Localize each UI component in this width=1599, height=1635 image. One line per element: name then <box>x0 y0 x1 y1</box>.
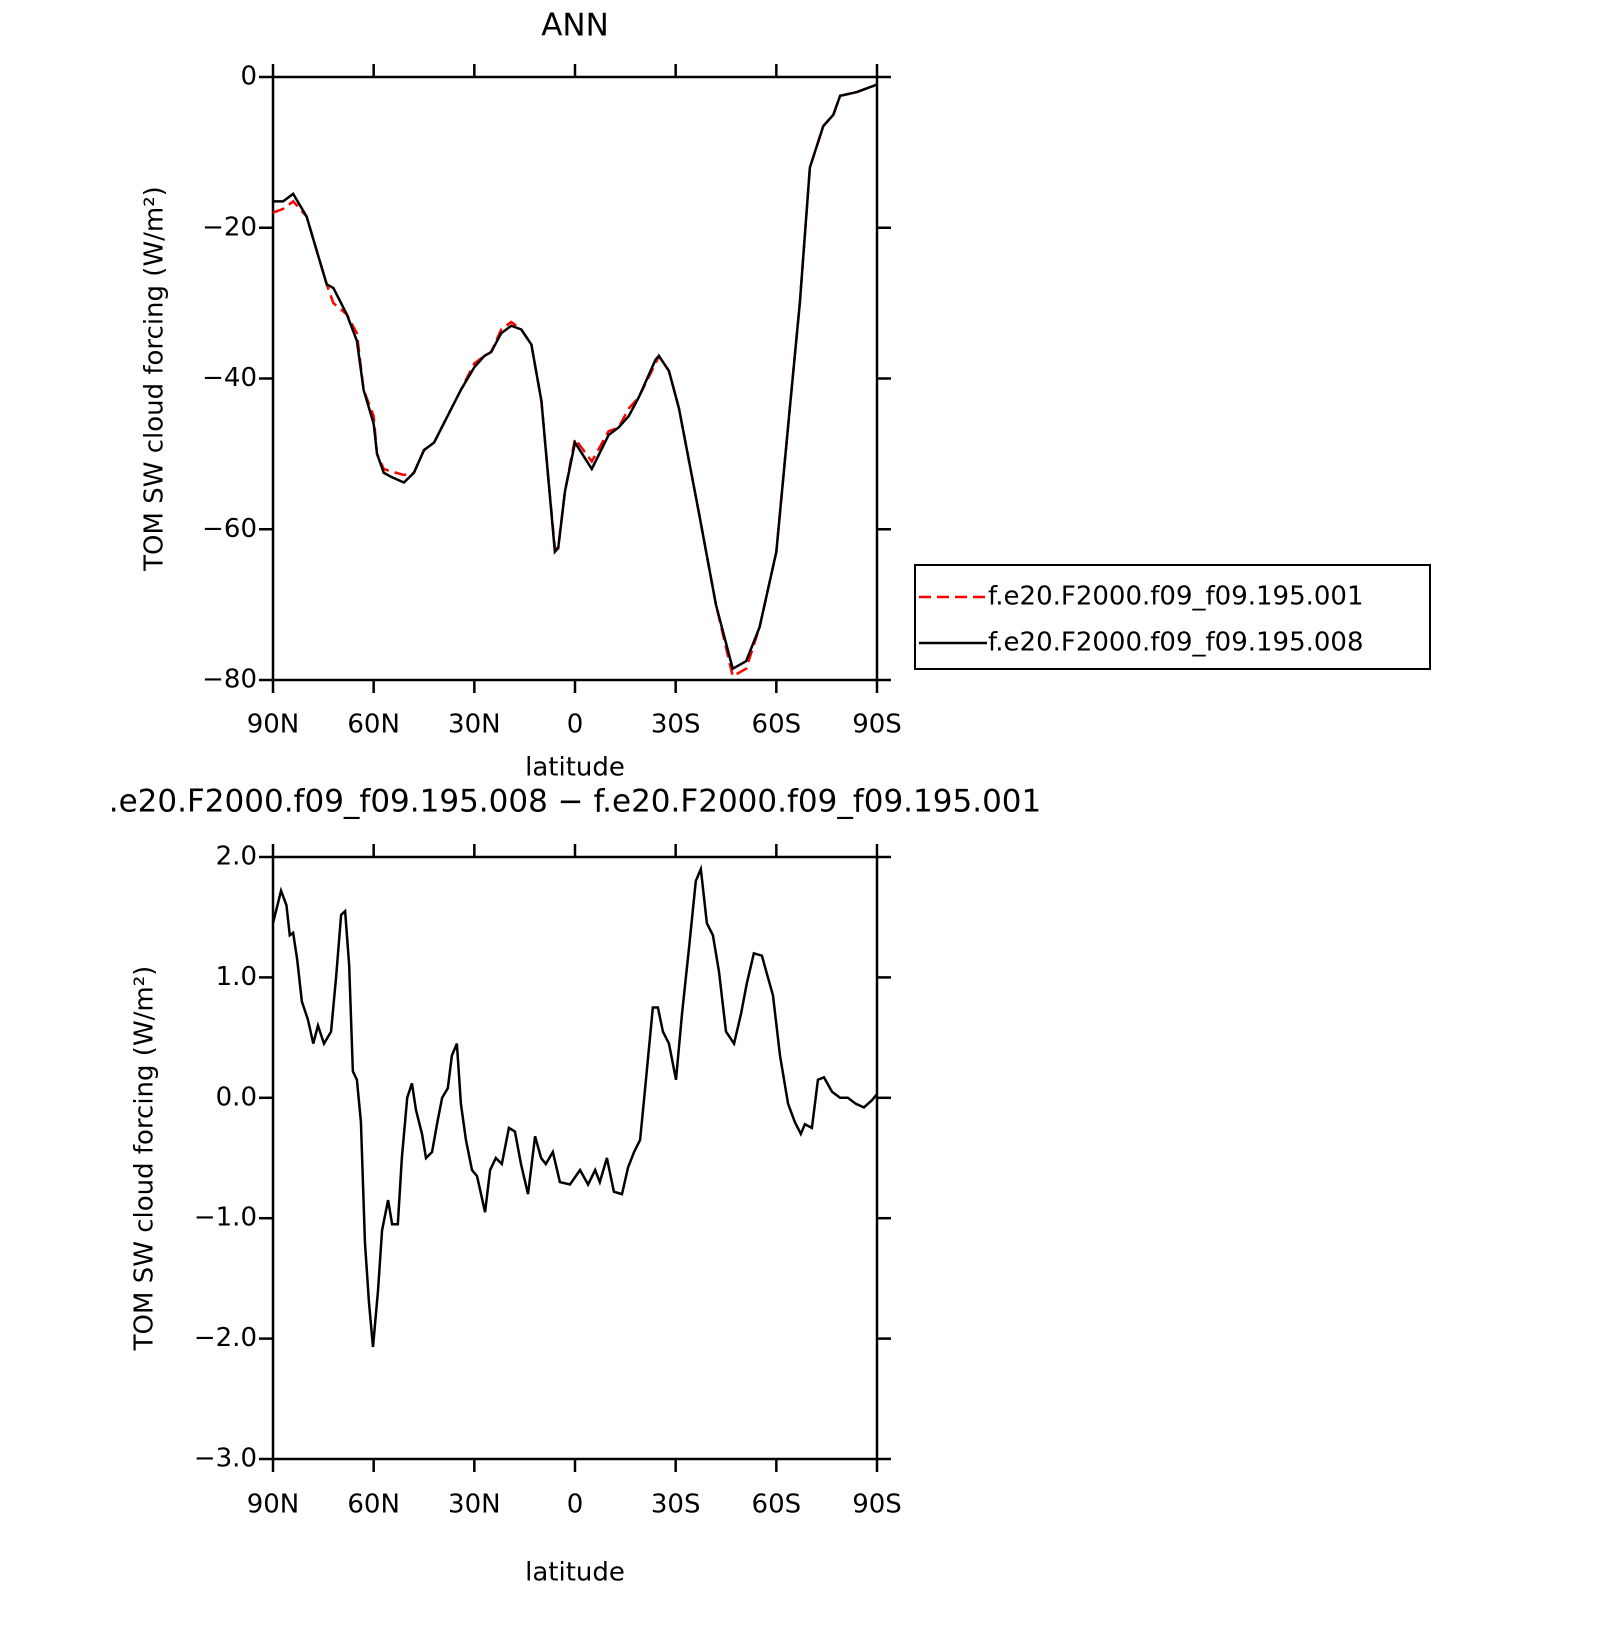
x-tick-label: 0 <box>567 1490 584 1520</box>
x-axis-label: latitude <box>525 1558 625 1588</box>
y-tick-label: −60 <box>202 514 257 544</box>
x-tick-label: 90S <box>852 710 902 740</box>
series-line <box>272 83 878 679</box>
series-line <box>273 83 878 671</box>
legend-label: f.e20.F2000.f09_f09.195.008 <box>988 628 1364 658</box>
y-axis-label: TOM SW cloud forcing (W/m²) <box>130 966 160 1352</box>
x-tick-label: 60S <box>752 1490 802 1520</box>
legend-label: f.e20.F2000.f09_f09.195.001 <box>988 582 1364 612</box>
plot-frame <box>271 75 879 682</box>
y-tick-label: −40 <box>202 363 257 393</box>
y-tick-label: −3.0 <box>194 1444 257 1474</box>
x-axis-label: latitude <box>525 753 625 783</box>
x-tick-label: 60N <box>347 710 400 740</box>
legend-box <box>914 564 1431 670</box>
x-tick-label: 90N <box>247 710 300 740</box>
x-tick-label: 60N <box>347 1490 400 1520</box>
x-tick-label: 30S <box>651 710 701 740</box>
x-tick-label: 30N <box>448 1490 501 1520</box>
x-tick-label: 60S <box>752 710 802 740</box>
y-tick-label: 0 <box>240 62 257 92</box>
x-tick-label: 90N <box>247 1490 300 1520</box>
plot-frame <box>271 855 879 1461</box>
y-tick-label: −80 <box>202 665 257 695</box>
y-tick-label: −2.0 <box>194 1323 257 1353</box>
x-tick-label: 90S <box>852 1490 902 1520</box>
chart-title: ANN <box>541 8 609 44</box>
y-tick-label: 2.0 <box>216 842 257 872</box>
x-tick-label: 30N <box>448 710 501 740</box>
y-axis-label: TOM SW cloud forcing (W/m²) <box>140 186 170 572</box>
y-tick-label: 0.0 <box>216 1082 257 1112</box>
chart-title: .e20.F2000.f09_f09.195.008 − f.e20.F2000… <box>109 784 1041 820</box>
y-tick-label: −1.0 <box>194 1203 257 1233</box>
y-tick-label: −20 <box>202 212 257 242</box>
series-line <box>271 864 878 1348</box>
y-tick-label: 1.0 <box>216 962 257 992</box>
x-tick-label: 30S <box>651 1490 701 1520</box>
x-tick-label: 0 <box>567 710 584 740</box>
